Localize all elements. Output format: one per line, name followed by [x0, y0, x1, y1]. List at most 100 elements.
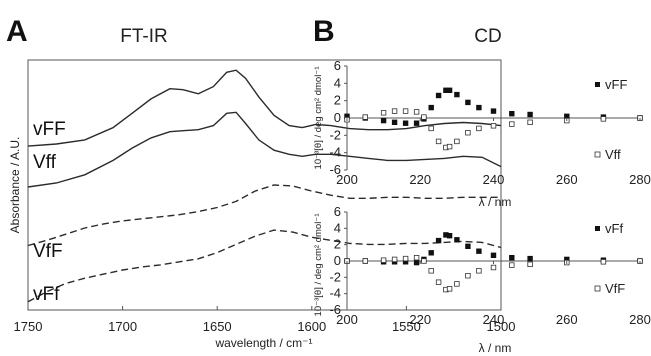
- x-tick-label: 240: [483, 172, 505, 187]
- marker-VfF: [490, 264, 497, 271]
- marker-vFF: [446, 87, 453, 93]
- marker-VfF: [476, 268, 482, 274]
- marker-VfF: [380, 257, 387, 263]
- cd-top-y-label: 10⁻³[θ] / deg cm² dmol⁻¹: [313, 67, 324, 170]
- marker-vFf: [527, 255, 533, 262]
- cd-top-x-ticks: 200 220 240 260 280: [336, 118, 651, 187]
- marker-Vff: [428, 125, 434, 132]
- marker-Vff: [402, 108, 409, 114]
- marker-vFf: [509, 254, 515, 261]
- series-label-Vff: Vff: [33, 152, 57, 173]
- panel-a-title: FT-IR: [120, 26, 168, 47]
- marker-vFf: [428, 250, 434, 256]
- x-tick-label: 1550: [392, 319, 421, 334]
- marker-vFF: [380, 117, 387, 124]
- y-tick-label: -2: [329, 127, 341, 142]
- marker-VfF: [454, 281, 460, 287]
- marker-VfF: [362, 258, 368, 264]
- y-tick-label: 6: [334, 58, 341, 73]
- marker-vFf: [476, 248, 482, 254]
- marker-vFF: [435, 92, 442, 99]
- y-tick-label: -4: [329, 145, 341, 160]
- y-tick-label: 6: [334, 204, 341, 219]
- marker-vFf: [446, 232, 453, 239]
- y-tick-label: 0: [334, 110, 341, 125]
- legend-marker-VfF: [594, 285, 601, 292]
- cd-bottom-y-label: 10⁻³[θ] / deg cm² dmol⁻¹: [313, 214, 324, 317]
- y-tick-label: -2: [329, 269, 341, 284]
- series-label-vFF: vFF: [33, 119, 66, 140]
- marker-VfF: [600, 259, 607, 265]
- marker-Vff: [490, 123, 497, 129]
- cd-bottom-legend: vFf VfF: [594, 221, 625, 296]
- cd-bottom-x-ticks: 200 220 240 260 280: [336, 261, 651, 327]
- y-tick-label: -6: [329, 302, 341, 317]
- marker-Vff: [413, 109, 420, 115]
- panel-b: B CD 10⁻³[θ] / deg cm² dmol⁻¹ 6420-2-4-6…: [313, 15, 651, 355]
- legend-label-Vff: Vff: [605, 147, 621, 162]
- y-tick-label: 0: [334, 253, 341, 268]
- panel-a-x-label: wavelength / cm⁻¹: [214, 336, 312, 350]
- legend-marker-Vff: [594, 151, 601, 158]
- marker-vFf: [454, 237, 460, 243]
- marker-vFF: [402, 120, 409, 126]
- x-tick-label: 1700: [108, 319, 137, 334]
- marker-vFF: [428, 104, 434, 111]
- marker-Vff: [435, 138, 442, 145]
- marker-Vff: [527, 119, 533, 125]
- y-tick-label: -4: [329, 286, 341, 301]
- series-label-vFf: vFf: [33, 284, 60, 305]
- marker-vFF: [509, 111, 515, 117]
- marker-Vff: [600, 116, 607, 122]
- curve-VfF: [27, 184, 501, 247]
- marker-vFF: [527, 111, 533, 118]
- curve-Vff: [27, 111, 502, 188]
- marker-Vff: [446, 143, 453, 150]
- marker-vFf: [413, 259, 420, 266]
- panel-b-letter: B: [313, 15, 335, 48]
- marker-VfF: [527, 261, 533, 267]
- x-tick-label: 200: [336, 172, 358, 187]
- panel-a: A FT-IR vFF Vff VfF vFf 1750 1700 1650 1600…: [6, 15, 515, 350]
- marker-vFf: [490, 252, 497, 258]
- panel-a-curves: [27, 69, 502, 303]
- y-tick-label: 2: [334, 237, 341, 252]
- x-tick-label: 280: [629, 172, 651, 187]
- panel-a-x-ticks: 1750 1700 1650 1600 1550 1500: [14, 306, 515, 334]
- y-tick-label: -6: [329, 162, 341, 177]
- legend-label-VfF: VfF: [605, 281, 625, 296]
- y-tick-label: 4: [334, 220, 341, 235]
- panel-a-series-labels: vFF Vff VfF vFf: [33, 119, 66, 305]
- marker-VfF: [428, 268, 434, 274]
- marker-VfF: [421, 258, 427, 264]
- curve-vFf: [27, 229, 502, 303]
- marker-vFF: [391, 119, 398, 125]
- marker-vFF: [465, 99, 471, 106]
- marker-VfF: [465, 272, 471, 279]
- marker-VfF: [413, 254, 420, 261]
- legend-marker-vFf: [595, 226, 600, 231]
- marker-VfF: [435, 279, 442, 285]
- marker-Vff: [380, 110, 387, 116]
- legend-label-vFF: vFF: [605, 77, 627, 92]
- panel-a-y-label: Absorbance / A.U.: [8, 137, 22, 234]
- x-tick-label: 200: [336, 312, 358, 327]
- marker-Vff: [454, 138, 460, 145]
- marker-vFf: [465, 243, 471, 249]
- cd-bottom-x-label: λ / nm: [479, 341, 512, 355]
- x-tick-label: 280: [629, 312, 651, 327]
- x-tick-label: 220: [409, 172, 431, 187]
- panel-a-letter: A: [6, 15, 28, 48]
- panel-a-frame: [27, 59, 502, 311]
- marker-vFF: [454, 91, 460, 98]
- marker-vFF: [413, 120, 420, 126]
- series-label-VfF: VfF: [33, 241, 63, 262]
- x-tick-label: 1600: [297, 319, 326, 334]
- marker-VfF: [391, 256, 398, 263]
- cd-top-legend: vFF Vff: [594, 77, 627, 162]
- cd-top-markers: [344, 87, 643, 151]
- marker-VfF: [509, 262, 515, 268]
- marker-Vff: [362, 114, 368, 120]
